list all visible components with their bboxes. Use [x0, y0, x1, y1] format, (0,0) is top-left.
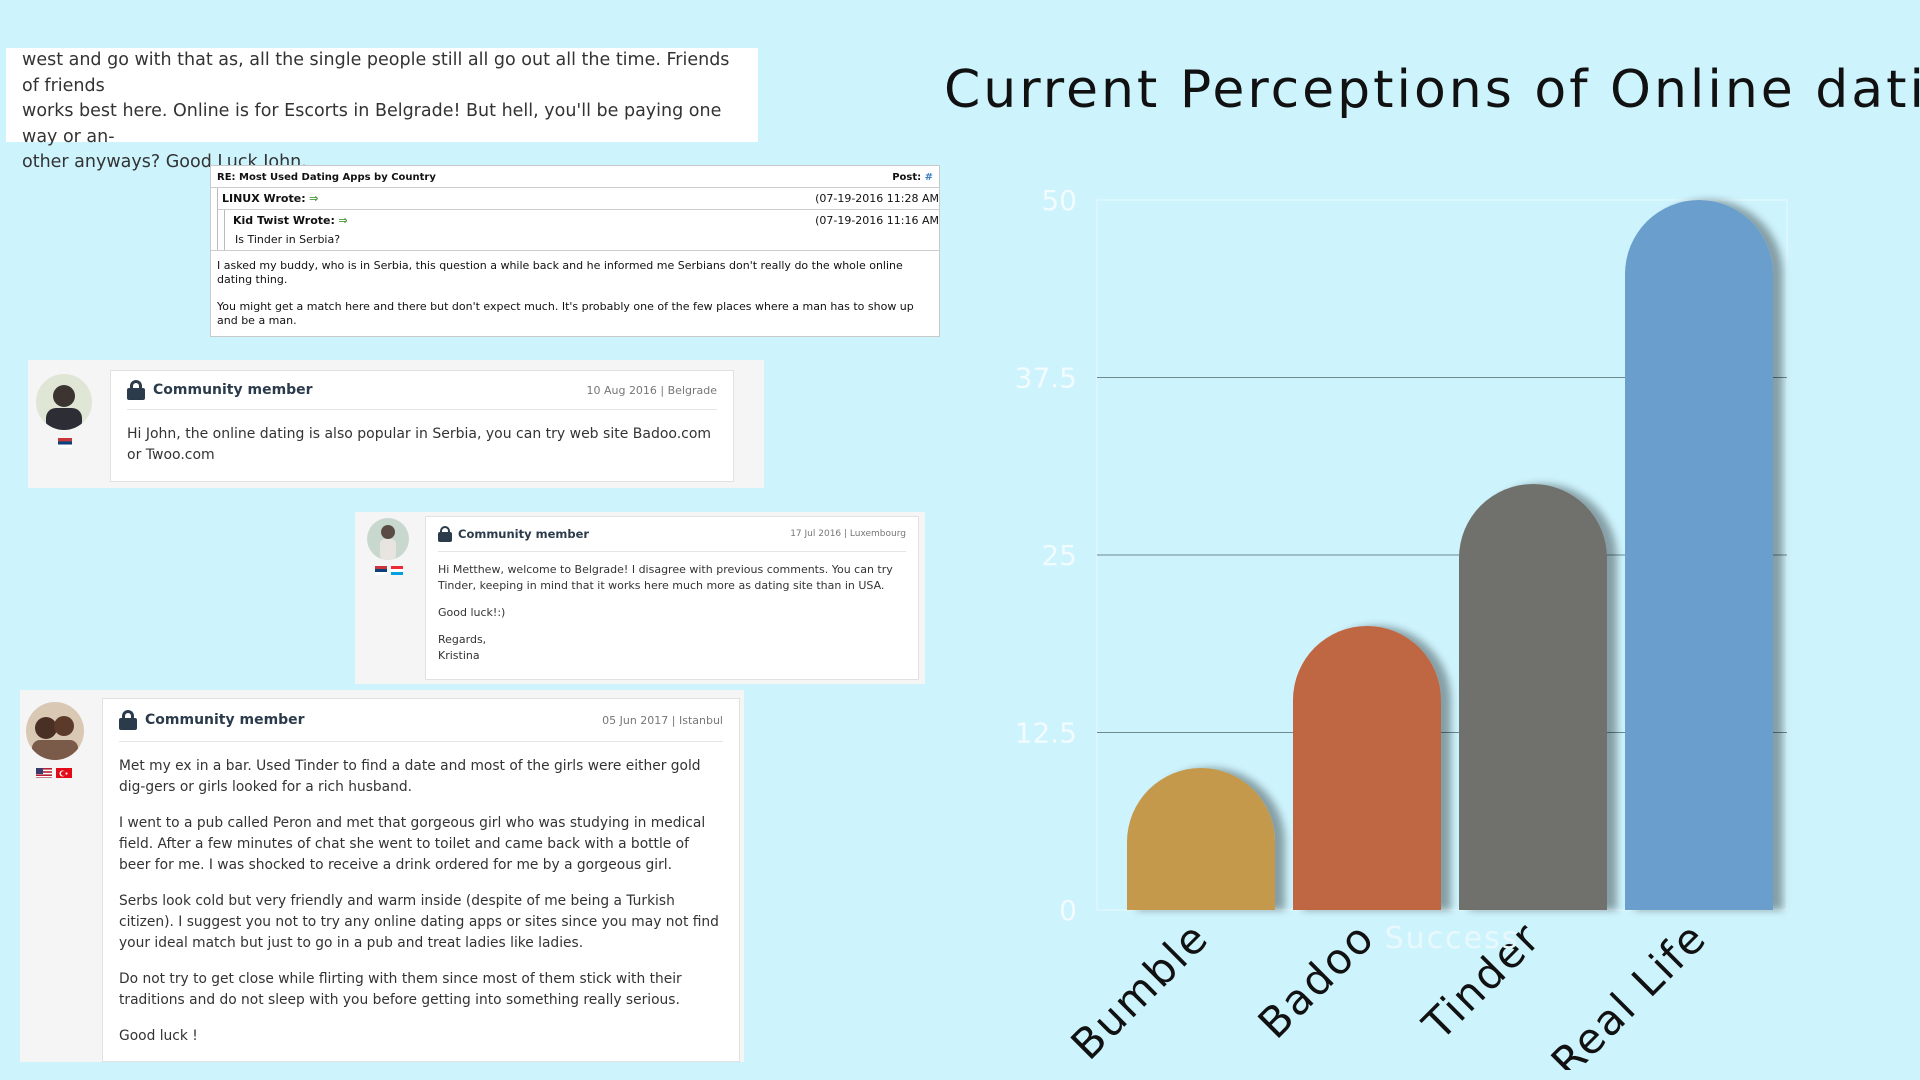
flag-serbia-icon — [58, 438, 72, 448]
avatar-person-icon — [367, 518, 409, 560]
comment-card-3: Community member 05 Jun 2017 | Istanbul … — [20, 690, 744, 1062]
comment-text: Good luck ! — [119, 1028, 198, 1044]
bar-badoo — [1293, 626, 1441, 910]
avatar-person-icon — [36, 374, 92, 430]
lock-icon — [127, 380, 145, 400]
y-tick-label: 12.5 — [1015, 717, 1077, 750]
post-meta: 05 Jun 2017 | Istanbul — [602, 713, 723, 727]
avatar[interactable] — [367, 518, 409, 560]
flag-usa-icon — [36, 768, 52, 778]
quote-author: LINUX Wrote: — [222, 192, 306, 205]
member-label[interactable]: Community member — [458, 527, 590, 541]
forum-subject: RE: Most Used Dating Apps by Country — [217, 172, 436, 183]
review-snippet: west and go with that as, all the single… — [6, 48, 758, 172]
avatar[interactable] — [36, 374, 92, 430]
comment-text: Met my ex in a bar. Used Tinder to find … — [119, 758, 701, 795]
y-tick-label: 37.5 — [1015, 362, 1077, 395]
snippet-line: west and go with that as, all the single… — [22, 50, 730, 96]
goto-arrow-icon[interactable]: ⇒ — [338, 214, 348, 227]
y-tick-label: 0 — [1059, 894, 1077, 927]
bar-tinder — [1459, 484, 1607, 910]
bar-bumble — [1127, 768, 1275, 910]
post-meta: 10 Aug 2016 | Belgrade — [586, 383, 717, 397]
avatar[interactable] — [26, 702, 84, 760]
goto-arrow-icon[interactable]: ⇒ — [309, 192, 319, 205]
member-label[interactable]: Community member — [145, 712, 305, 728]
avatar-person-icon — [26, 702, 84, 760]
y-tick-label: 50 — [1041, 184, 1077, 217]
quote-author: Kid Twist Wrote: — [233, 214, 335, 227]
lock-icon — [119, 710, 137, 730]
bar-real-life — [1625, 200, 1773, 910]
forum-header: RE: Most Used Dating Apps by Country Pos… — [211, 166, 939, 188]
x-tick-label: Bumble — [1061, 912, 1218, 1069]
post-number: Post: # — [892, 172, 933, 183]
quote-text: Is Tinder in Serbia? — [235, 233, 341, 246]
comment-text: Hi Metthew, welcome to Belgrade! I disag… — [438, 563, 893, 592]
flag-serbia-icon — [375, 566, 387, 575]
x-tick-label: Badoo — [1249, 912, 1384, 1047]
chart-title: Current Perceptions of Online dating — [944, 60, 1920, 120]
comment-text: Hi John, the online dating is also popul… — [127, 426, 712, 463]
forum-paragraph: You might get a match here and there but… — [217, 300, 914, 327]
comment-text: Serbs look cold but very friendly and wa… — [119, 893, 719, 951]
x-axis-label: Success — [1385, 921, 1520, 956]
flag-luxembourg-icon — [391, 566, 403, 575]
forum-paragraph: I asked my buddy, who is in Serbia, this… — [217, 259, 903, 286]
quote-date: (07-19-2016 11:16 AM — [815, 214, 939, 227]
x-tick-label: Real Life — [1542, 912, 1716, 1070]
quote-date: (07-19-2016 11:28 AM — [815, 192, 939, 205]
comment-text: Regards, — [438, 633, 487, 646]
lock-icon — [438, 526, 452, 542]
comment-card-1: Community member 10 Aug 2016 | Belgrade … — [28, 360, 764, 488]
post-meta: 17 Jul 2016 | Luxembourg — [790, 529, 906, 539]
comment-text: Do not try to get close while flirting w… — [119, 971, 682, 1008]
comment-text: Kristina — [438, 649, 480, 662]
comment-text: I went to a pub called Peron and met tha… — [119, 815, 706, 873]
member-label[interactable]: Community member — [153, 382, 313, 398]
forum-body: I asked my buddy, who is in Serbia, this… — [211, 250, 939, 328]
quote-kid-twist: Kid Twist Wrote: ⇒ (07-19-2016 11:16 AM … — [224, 210, 939, 250]
comment-text: Good luck!:) — [438, 606, 506, 619]
y-tick-label: 25 — [1041, 539, 1077, 572]
forum-post: RE: Most Used Dating Apps by Country Pos… — [210, 165, 940, 337]
comment-card-2: Community member 17 Jul 2016 | Luxembour… — [355, 512, 925, 684]
flag-turkey-icon — [56, 768, 72, 778]
quote-linux: LINUX Wrote: ⇒ (07-19-2016 11:28 AM Kid … — [217, 188, 939, 250]
snippet-line: works best here. Online is for Escorts i… — [22, 101, 722, 147]
